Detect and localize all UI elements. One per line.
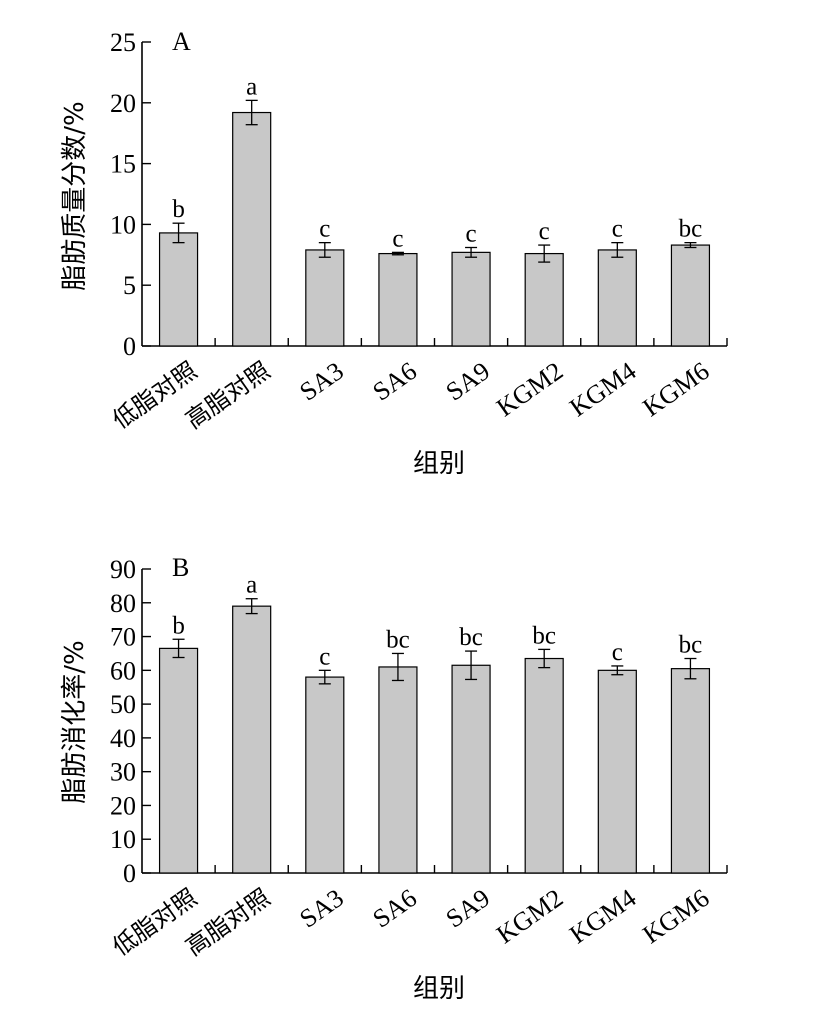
- x-tick-label: KGM6: [637, 356, 714, 422]
- x-tick-label: 高脂对照: [181, 883, 276, 961]
- bar: [158, 232, 199, 347]
- significance-label: bc: [679, 216, 703, 243]
- significance-label: b: [172, 612, 185, 639]
- y-tick-label: 10: [110, 210, 136, 239]
- significance-label: a: [246, 572, 257, 599]
- x-axis-title-b: 组别: [413, 974, 465, 1004]
- x-tick-label: SA3: [294, 356, 349, 406]
- y-tick-label: 50: [110, 690, 136, 719]
- significance-label: c: [612, 639, 623, 666]
- bar: [524, 252, 564, 347]
- x-tick-label: SA6: [367, 356, 422, 406]
- panel-label-a: A: [172, 27, 191, 56]
- bar: [232, 605, 272, 874]
- bar: [670, 668, 711, 874]
- y-tick-label: 0: [123, 332, 136, 361]
- x-axis-title-a: 组别: [413, 449, 465, 479]
- x-tick-label: KGM6: [637, 883, 714, 949]
- x-tick-label: KGM4: [564, 356, 641, 422]
- x-tick-label: SA9: [441, 356, 496, 406]
- significance-label: a: [246, 73, 257, 100]
- y-tick-label: 70: [110, 623, 136, 652]
- x-tick-label: SA9: [441, 883, 496, 933]
- x-tick-label: 高脂对照: [181, 356, 276, 434]
- y-tick-label: 10: [110, 825, 136, 854]
- bar: [670, 244, 711, 347]
- significance-label: c: [319, 216, 330, 243]
- bar: [597, 669, 637, 874]
- bar: [451, 664, 491, 874]
- y-tick-label: 25: [110, 28, 136, 57]
- y-axis-title-a: 脂肪质量分数/%: [60, 101, 90, 290]
- x-tick-label: KGM4: [564, 883, 641, 949]
- y-tick-label: 60: [110, 656, 136, 685]
- significance-label: c: [612, 216, 623, 243]
- y-tick-label: 20: [110, 791, 136, 820]
- y-tick-label: 40: [110, 724, 136, 753]
- significance-label: c: [319, 643, 330, 670]
- bar: [305, 676, 345, 874]
- bar: [378, 252, 418, 347]
- bar: [524, 657, 564, 874]
- significance-label: b: [172, 196, 185, 223]
- x-tick-label: SA6: [367, 883, 422, 933]
- panel-label-b: B: [172, 553, 189, 582]
- significance-label: bc: [386, 626, 410, 653]
- y-tick-label: 5: [123, 271, 136, 300]
- bar: [305, 249, 345, 347]
- y-tick-label: 90: [110, 555, 136, 584]
- y-tick-label: 20: [110, 89, 136, 118]
- significance-label: bc: [532, 622, 556, 649]
- y-tick-label: 15: [110, 150, 136, 179]
- panel-b: B 脂肪消化率/% 组别 0102030405060708090b低脂对照a高脂…: [60, 553, 728, 1004]
- significance-label: bc: [459, 624, 483, 651]
- panel-a: A 脂肪质量分数/% 组别 0510152025b低脂对照a高脂对照cSA3cS…: [60, 27, 728, 479]
- bar: [378, 666, 418, 874]
- bar: [158, 647, 199, 874]
- bar: [451, 251, 491, 347]
- y-axis-title-b: 脂肪消化率/%: [60, 640, 90, 803]
- significance-label: c: [539, 218, 550, 245]
- x-tick-label: KGM2: [491, 356, 568, 422]
- y-tick-label: 0: [123, 859, 136, 888]
- significance-label: bc: [679, 632, 703, 659]
- y-tick-label: 30: [110, 758, 136, 787]
- significance-label: c: [392, 225, 403, 252]
- bar: [232, 111, 272, 347]
- bar: [597, 249, 637, 347]
- x-tick-label: KGM2: [491, 883, 568, 949]
- x-tick-label: SA3: [294, 883, 349, 933]
- significance-label: c: [466, 221, 477, 248]
- y-tick-label: 80: [110, 589, 136, 618]
